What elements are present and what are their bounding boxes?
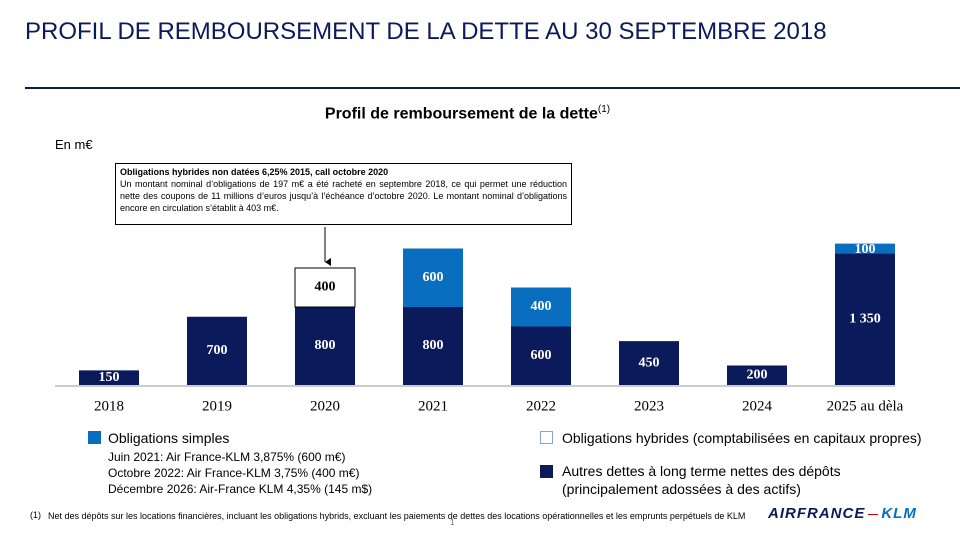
x-tick-label: 2022 bbox=[526, 398, 556, 414]
chart-title: Profil de remboursement de la dette bbox=[324, 105, 598, 123]
x-tick-label: 2024 bbox=[742, 398, 773, 414]
page-number: 1 bbox=[450, 518, 455, 527]
legend-swatch bbox=[540, 431, 553, 444]
x-tick-label: 2023 bbox=[634, 398, 664, 414]
value-label: 600 bbox=[531, 348, 552, 363]
value-label: 200 bbox=[747, 367, 768, 382]
legend-swatch bbox=[540, 465, 553, 478]
value-label: 1 350 bbox=[849, 311, 881, 326]
chart-title-note: (1) bbox=[597, 104, 611, 115]
header-rule bbox=[25, 87, 960, 89]
legend-swatch bbox=[88, 431, 101, 444]
value-label: 600 bbox=[423, 270, 444, 285]
annotation-text: Un montant nominal d’obligations de 197 … bbox=[120, 179, 567, 213]
legend-detail: Décembre 2026: Air-France KLM 4,35% (145… bbox=[108, 482, 373, 496]
value-label: 400 bbox=[531, 299, 552, 314]
legend-label: Obligations simples bbox=[108, 430, 230, 446]
unit-label: En m€ bbox=[55, 137, 93, 152]
legend-detail: Octobre 2022: Air France-KLM 3,75% (400 … bbox=[108, 466, 360, 480]
bar-segment bbox=[511, 287, 571, 327]
logo-left: AIRFRANCE bbox=[768, 505, 866, 522]
bar-segment bbox=[835, 253, 895, 385]
bars: 2018 150 2019 700 2020 800 400 2021 800 600 2022 60… bbox=[79, 242, 904, 414]
logo: AIRFRANCE KLM bbox=[768, 505, 917, 522]
value-label: 700 bbox=[207, 343, 228, 358]
legend-detail: Juin 2021: Air France-KLM 3,875% (600 m€… bbox=[108, 450, 346, 464]
bar-segment bbox=[727, 365, 787, 385]
bar-segment bbox=[619, 341, 679, 385]
annotation-box: Obligations hybrides non datées 6,25% 20… bbox=[115, 163, 572, 225]
x-tick-label: 2019 bbox=[202, 398, 232, 414]
bar-segment bbox=[511, 326, 571, 385]
footnote-marker: (1) bbox=[30, 510, 41, 520]
value-label: 800 bbox=[423, 338, 444, 353]
bar-segment bbox=[295, 307, 355, 385]
logo-right: KLM bbox=[881, 505, 917, 522]
bar-segment bbox=[79, 370, 139, 385]
bar-segment bbox=[403, 307, 463, 385]
x-tick-label: 2025 au dèla bbox=[827, 398, 904, 414]
slide-title: PROFIL DE REMBOURSEMENT DE LA DETTE AU 3… bbox=[25, 18, 827, 45]
bar-segment bbox=[403, 248, 463, 307]
x-tick-label: 2021 bbox=[418, 398, 448, 414]
value-label: 400 bbox=[315, 280, 336, 295]
footnote-text: Net des dépôts sur les locations financi… bbox=[48, 511, 746, 521]
value-label: 150 bbox=[99, 370, 120, 385]
legend-label: Obligations hybrides (comptabilisées en … bbox=[562, 430, 922, 446]
x-tick-label: 2018 bbox=[94, 398, 124, 414]
x-tick-label: 2020 bbox=[310, 398, 340, 414]
chart-title-wrap: Profil de remboursement de la dette(1) bbox=[0, 104, 935, 123]
bar-segment bbox=[294, 267, 356, 308]
value-label: 100 bbox=[855, 242, 876, 257]
logo-dash bbox=[868, 513, 879, 515]
legend-label: Autres dettes à long terme nettes des dé… bbox=[562, 463, 841, 497]
annotation-title: Obligations hybrides non datées 6,25% 20… bbox=[120, 167, 389, 177]
value-label: 450 bbox=[639, 355, 660, 370]
bar-segment bbox=[835, 243, 895, 254]
bar-segment bbox=[187, 316, 247, 385]
value-label: 800 bbox=[315, 338, 336, 353]
